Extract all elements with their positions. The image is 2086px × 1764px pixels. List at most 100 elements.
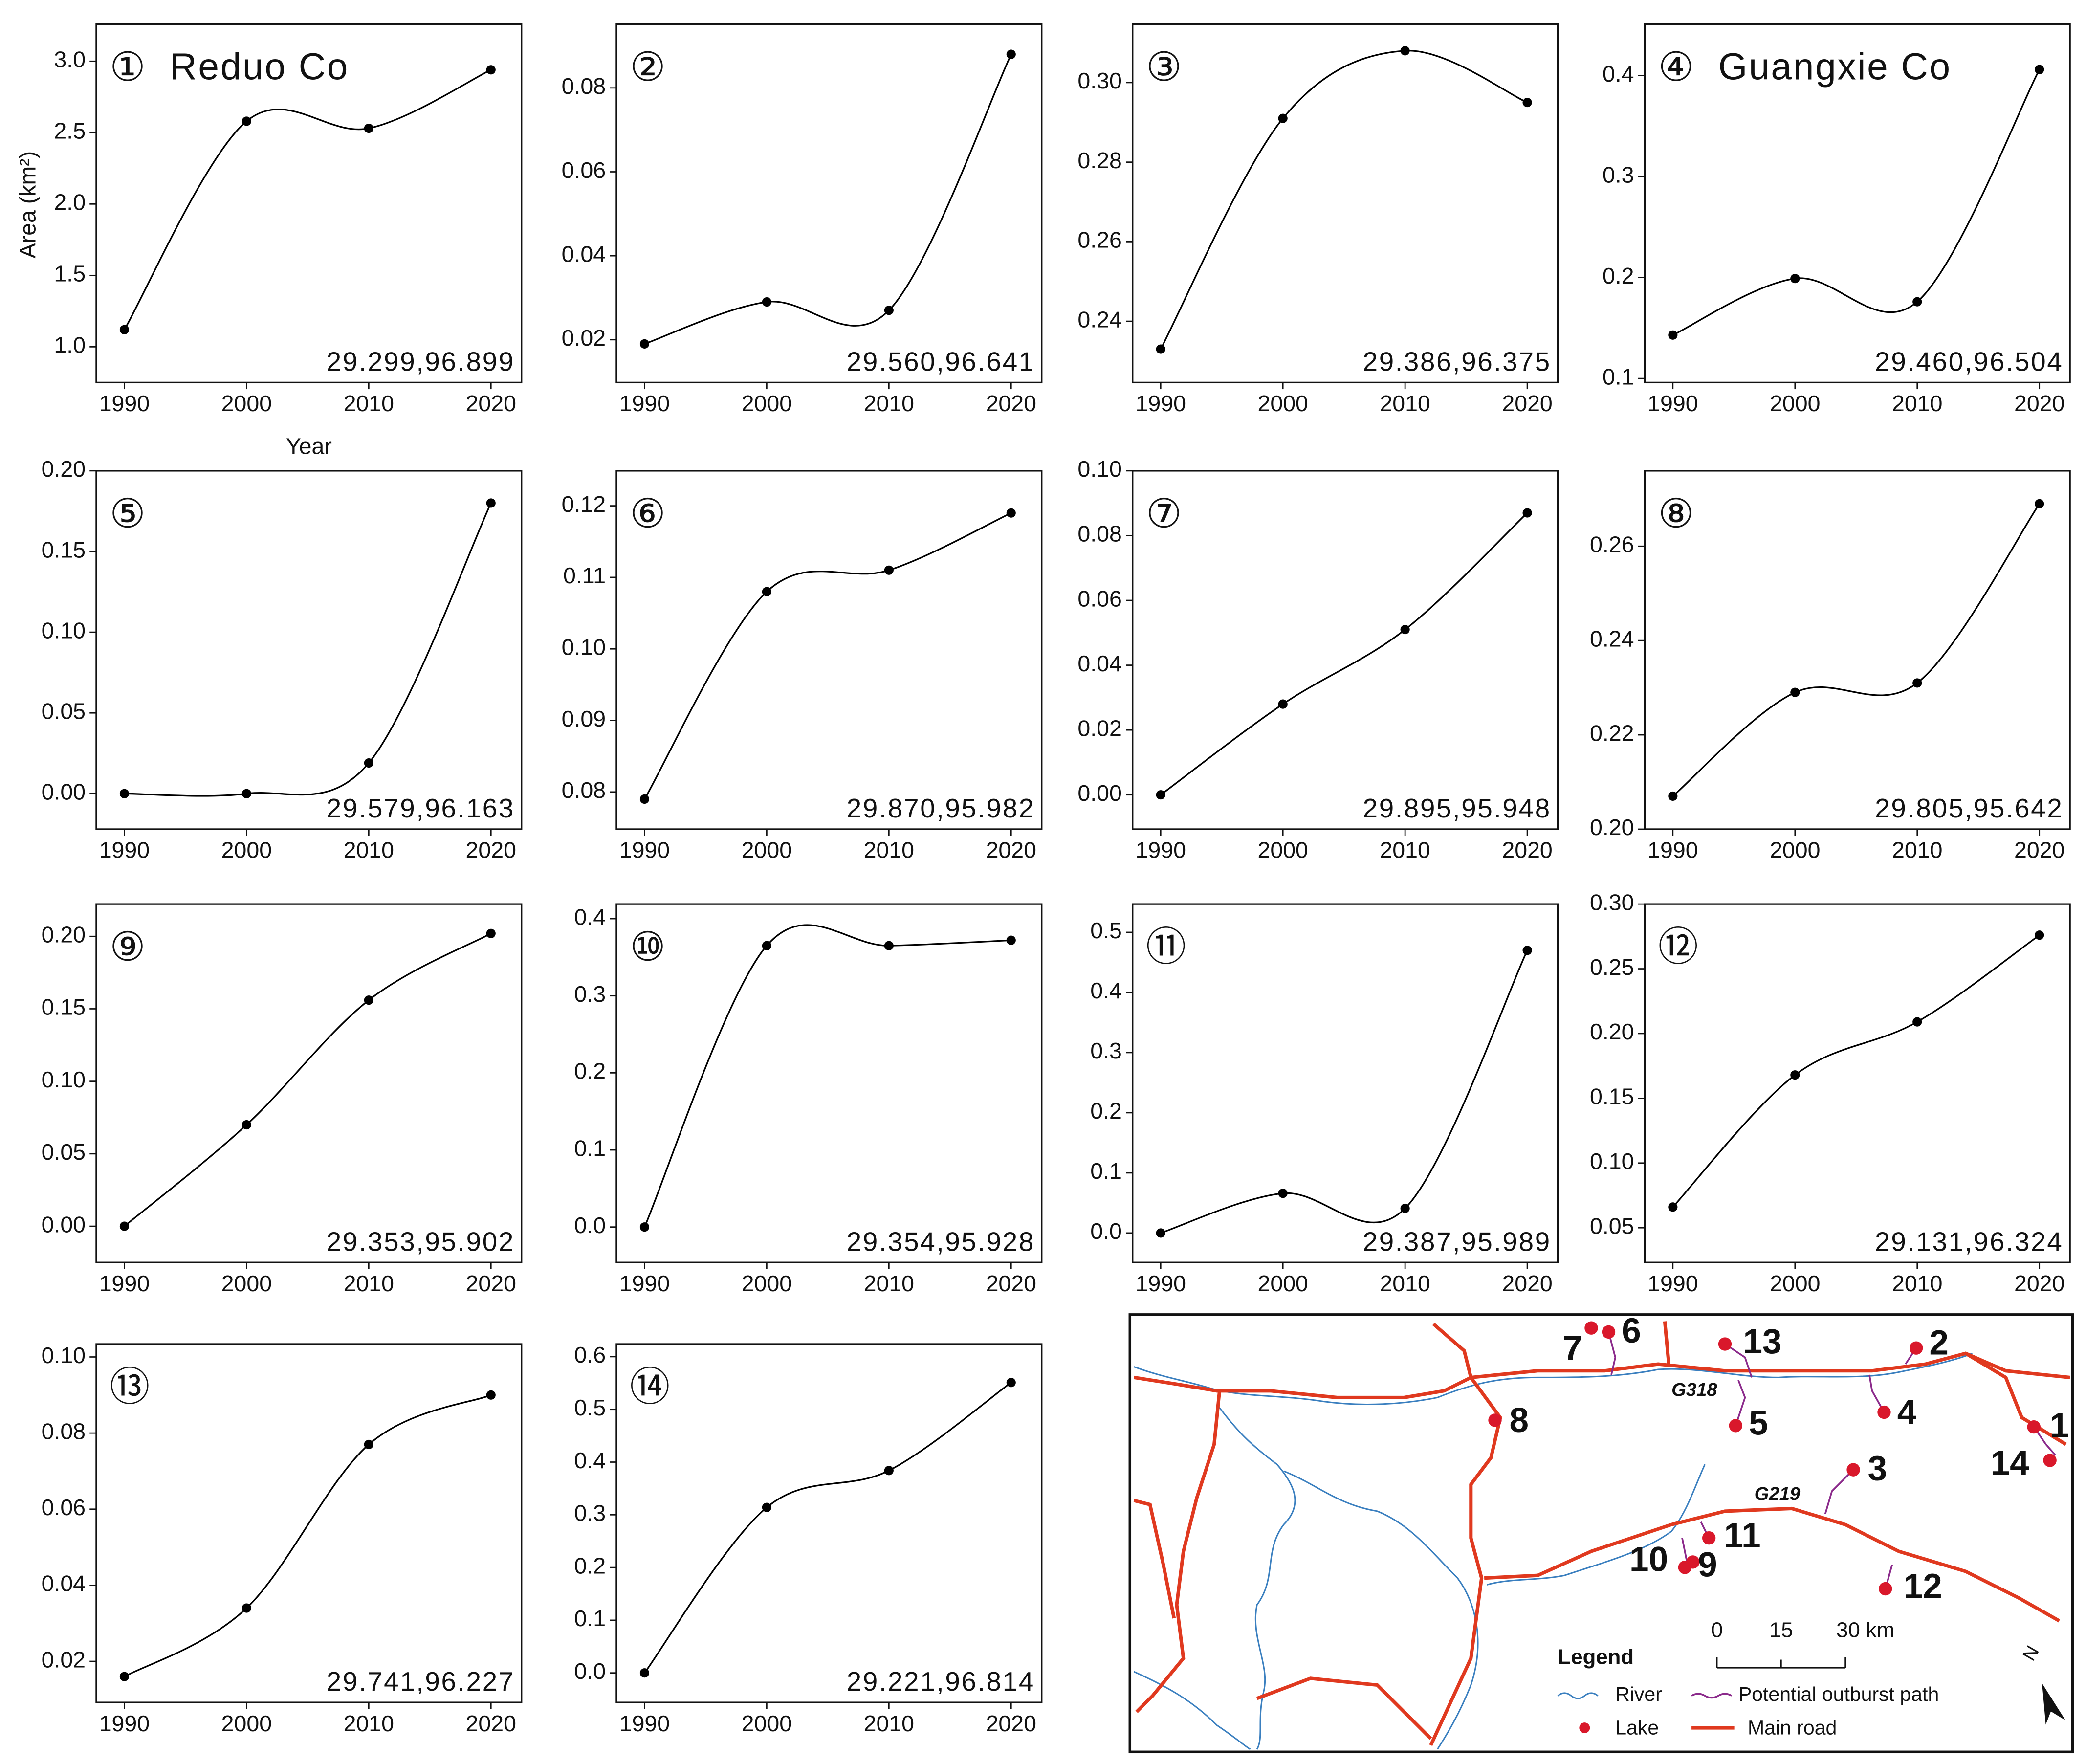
x-tick-label: 2010	[864, 1711, 914, 1736]
panel-label: ⑨	[110, 924, 146, 970]
chart: 0.0 0.1 0.2 0.3 0.4 1990 2000 2010 2020 ⑩ 29.354,9…	[574, 903, 1043, 1296]
y-tick-label: 0.0	[1090, 1218, 1122, 1244]
chart: 0.1 0.2 0.3 0.4 1990 2000 2010 2020 ④ Guangxie Co…	[1603, 23, 2071, 416]
legend-label: Main road	[1748, 1717, 1837, 1739]
river	[1283, 1470, 1479, 1750]
panel-label: ②	[630, 44, 666, 90]
y-tick-label: 0.30	[1077, 68, 1121, 93]
chart: 0.00 0.02 0.04 0.06 0.08 0.10 1990 2000 2010 2020…	[1077, 456, 1559, 863]
lake-label: 11	[1724, 1516, 1760, 1555]
y-tick-label: 0.0	[574, 1658, 606, 1684]
lake	[2027, 1420, 2041, 1434]
panel-label: ⑤	[110, 490, 146, 537]
y-tick-label: 0.5	[574, 1395, 606, 1420]
data-point	[1400, 46, 1410, 56]
data-line	[1160, 950, 1528, 1234]
x-tick-label: 2020	[986, 838, 1036, 863]
coordinates: 29.299,96.899	[327, 347, 515, 377]
plot-frame	[95, 470, 523, 830]
y-tick-label: 2.0	[54, 190, 86, 215]
x-tick-label: 1990	[1136, 838, 1186, 863]
coordinates: 29.353,95.902	[327, 1226, 515, 1257]
coordinates: 29.460,96.504	[1875, 347, 2063, 377]
lake	[1729, 1419, 1743, 1433]
plot-frame	[1644, 903, 2071, 1263]
y-tick-label: 0.06	[1077, 586, 1121, 611]
legend-label: Lake	[1615, 1717, 1659, 1739]
x-tick-label: 2000	[1257, 1271, 1308, 1296]
lake-label: 1	[2050, 1407, 2069, 1445]
data-point	[1912, 1017, 1922, 1027]
data-point	[2035, 65, 2044, 74]
y-tick-label: 0.1	[574, 1135, 606, 1161]
plot-frame	[95, 903, 523, 1263]
lake	[1702, 1531, 1716, 1545]
data-point	[1156, 790, 1165, 800]
data-point	[1278, 113, 1288, 123]
y-tick-label: 0.10	[42, 1343, 86, 1368]
data-point	[364, 123, 373, 133]
y-tick-label: 3.0	[54, 47, 86, 72]
chart: 0.00 0.05 0.10 0.15 0.20 1990 2000 2010 2020 ⑤ 29.…	[42, 456, 523, 863]
y-tick-label: 0.6	[574, 1342, 606, 1367]
coordinates: 29.579,96.163	[327, 793, 515, 823]
x-tick-label: 2020	[466, 1271, 516, 1296]
coordinates: 29.221,96.814	[847, 1666, 1035, 1697]
x-tick-label: 1990	[99, 838, 150, 863]
y-tick-label: 0.2	[574, 1058, 606, 1084]
y-tick-label: 0.4	[1090, 978, 1122, 1003]
data-point	[486, 65, 496, 75]
x-tick-label: 2020	[466, 838, 516, 863]
map: Legend 0 15 30 km River Potential outbur…	[1128, 1312, 2074, 1754]
data-point	[762, 587, 771, 596]
x-tick-label: 2020	[2014, 838, 2064, 863]
panel-label: ①	[110, 44, 146, 90]
y-tick-label: 0.11	[563, 563, 606, 588]
data-point	[1006, 49, 1016, 59]
road	[1429, 1323, 1502, 1746]
panel-label: ⑫	[1658, 924, 1698, 970]
data-point	[884, 1466, 894, 1476]
x-tick-label: 2000	[221, 838, 272, 863]
panel-title: Reduo Co	[170, 46, 349, 88]
data-point	[884, 306, 894, 315]
lake-label: 8	[1509, 1401, 1529, 1440]
y-tick-label: 0.10	[42, 617, 86, 643]
data-line	[124, 1394, 491, 1677]
y-tick-label: 0.2	[1090, 1098, 1122, 1124]
plot-frame	[1132, 23, 1559, 384]
y-tick-label: 0.1	[1603, 364, 1634, 389]
data-point	[1668, 330, 1678, 340]
y-tick-label: 0.08	[562, 73, 606, 99]
data-line	[644, 1382, 1012, 1674]
road	[1133, 1351, 2070, 1399]
y-tick-label: 0.26	[1077, 227, 1121, 253]
road	[1484, 1506, 2061, 1623]
data-line	[644, 54, 1012, 345]
lake	[1488, 1413, 1502, 1427]
plot-frame	[615, 470, 1043, 830]
lake	[1602, 1325, 1616, 1339]
x-tick-label: 1990	[619, 1711, 670, 1736]
x-tick-label: 2010	[344, 1271, 394, 1296]
x-tick-label: 2000	[742, 391, 792, 416]
outburst-path	[1607, 1331, 2056, 1589]
data-point	[1912, 678, 1922, 688]
lake-label: 7	[1563, 1329, 1582, 1367]
plot-frame	[1132, 470, 1559, 830]
y-tick-label: 0.20	[1590, 1019, 1634, 1044]
road	[1663, 1321, 1671, 1365]
panel-title: Guangxie Co	[1718, 46, 1952, 88]
x-tick-label: 2000	[742, 1271, 792, 1296]
x-tick-label: 2010	[864, 838, 914, 863]
plot-frame	[1132, 903, 1559, 1263]
data-point	[762, 297, 771, 307]
y-tick-label: 0.10	[562, 635, 606, 660]
coordinates: 29.805,95.642	[1875, 793, 2063, 823]
data-point	[1790, 687, 1800, 697]
x-tick-label: 1990	[1647, 391, 1698, 416]
x-tick-label: 1990	[1647, 838, 1698, 863]
y-tick-label: 0.05	[42, 698, 86, 724]
legend-river	[1557, 1692, 1599, 1699]
